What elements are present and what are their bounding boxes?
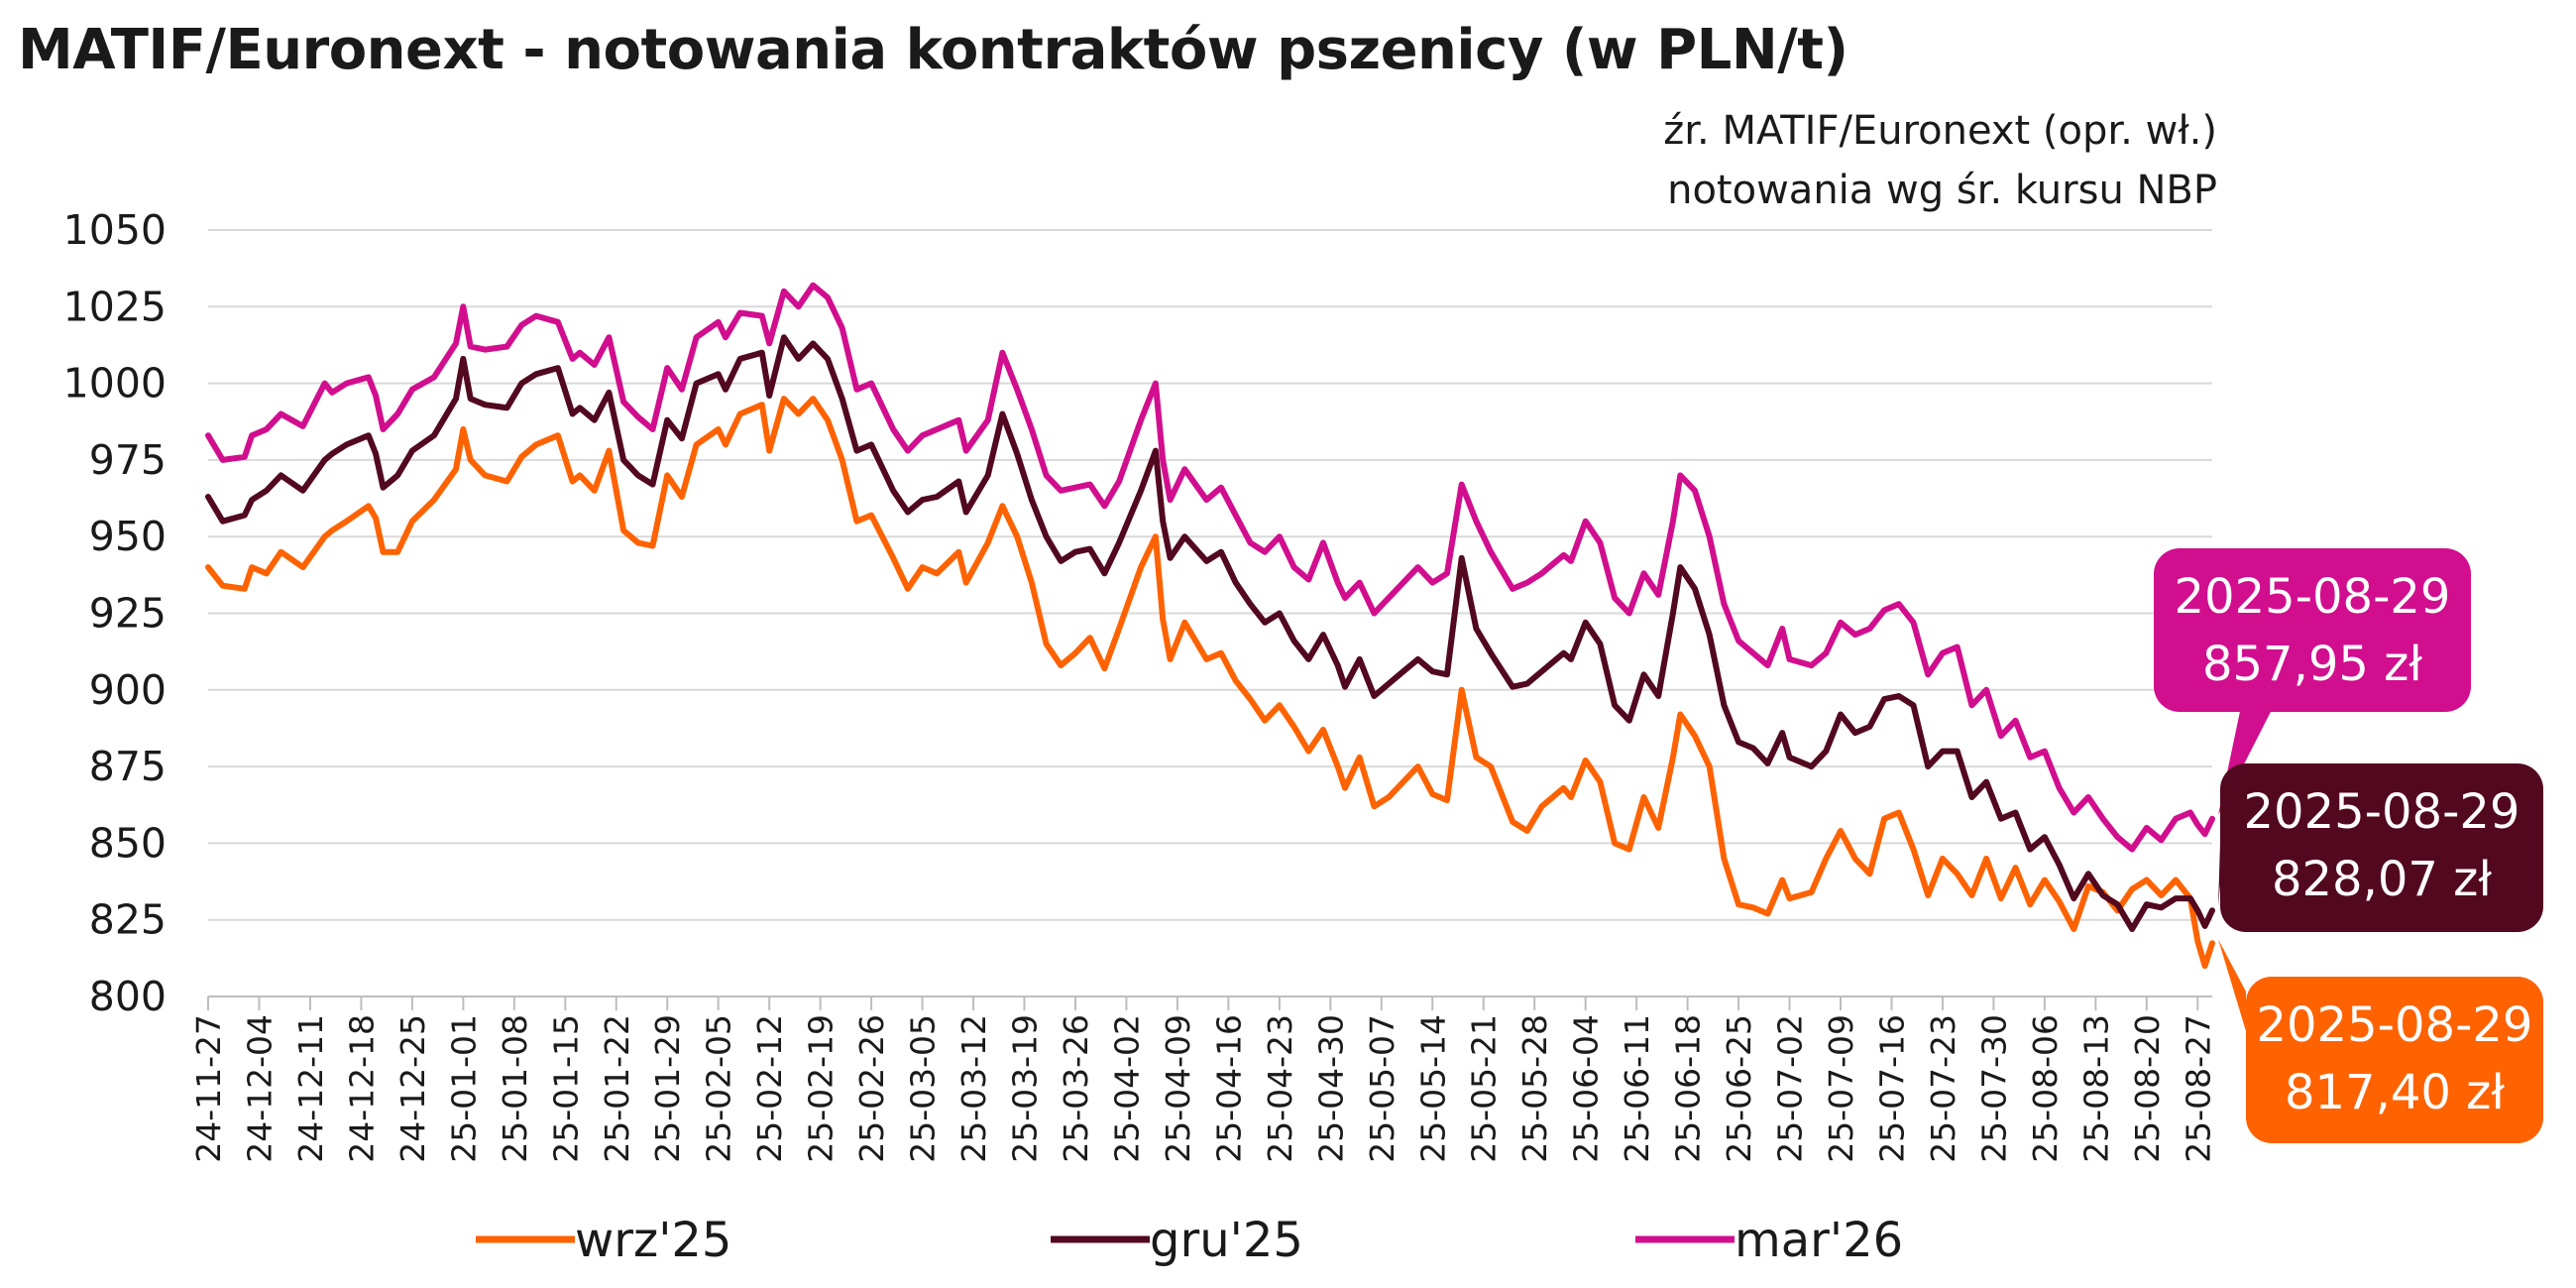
- callout-date: 2025-08-29: [2175, 569, 2451, 625]
- callout-value: 857,95 zł: [2202, 637, 2422, 692]
- x-tick-label: 25-04-02: [1107, 1014, 1146, 1163]
- source-note: źr. MATIF/Euronext (opr. wł.) notowania …: [1663, 101, 2217, 220]
- x-tick-label: 25-07-09: [1822, 1014, 1860, 1163]
- x-tick-label: 24-12-18: [342, 1014, 381, 1163]
- y-tick-label: 925: [89, 590, 167, 638]
- y-tick-label: 800: [89, 973, 167, 1020]
- x-tick-label: 25-01-29: [648, 1014, 687, 1163]
- x-tick-label: 24-12-11: [291, 1014, 330, 1163]
- legend-label: wrz'25: [575, 1213, 731, 1268]
- y-tick-label: 1050: [63, 206, 167, 254]
- series-line-gru25: [205, 334, 2215, 932]
- series-line-wrz25: [205, 396, 2215, 970]
- y-tick-label: 1000: [63, 360, 167, 408]
- y-tick-label: 900: [89, 666, 167, 714]
- x-tick-label: 25-05-07: [1363, 1014, 1401, 1163]
- x-tick-label: 25-02-19: [802, 1014, 840, 1163]
- x-tick-label: 25-01-08: [496, 1014, 534, 1163]
- callout-date: 2025-08-29: [2257, 997, 2533, 1053]
- chart-title: MATIF/Euronext - notowania kontraktów ps…: [18, 18, 1848, 82]
- x-tick-label: 25-08-27: [2179, 1014, 2217, 1163]
- x-tick-label: 25-02-12: [750, 1014, 789, 1163]
- x-tick-label: 25-01-15: [546, 1014, 585, 1163]
- x-tick-label: 25-05-21: [1465, 1014, 1504, 1163]
- x-tick-label: 25-07-02: [1771, 1014, 1810, 1163]
- x-tick-label: 24-11-27: [189, 1014, 228, 1163]
- source-line-1: źr. MATIF/Euronext (opr. wł.): [1663, 108, 2217, 154]
- x-tick-label: 25-04-30: [1311, 1014, 1350, 1163]
- x-tick-label: 25-06-04: [1567, 1014, 1606, 1163]
- y-tick-label: 825: [89, 896, 167, 944]
- callout-value: 817,40 zł: [2285, 1065, 2505, 1120]
- callout-date: 2025-08-29: [2244, 784, 2520, 840]
- x-tick-label: 25-03-26: [1057, 1014, 1095, 1163]
- callout-mar26: 2025-08-29 857,95 zł: [2154, 548, 2471, 815]
- callout-pointer: [2218, 843, 2220, 907]
- x-tick-label: 25-02-26: [852, 1014, 891, 1163]
- legend-label: gru'25: [1150, 1213, 1303, 1268]
- x-tick-label: 25-08-06: [2026, 1014, 2065, 1163]
- x-tick-label: 25-08-13: [2076, 1014, 2115, 1163]
- x-tick-label: 25-08-20: [2128, 1014, 2167, 1163]
- x-tick-label: 25-03-19: [1006, 1014, 1045, 1163]
- x-tick-label: 24-12-04: [240, 1014, 279, 1163]
- x-tick-label: 25-01-22: [598, 1014, 636, 1163]
- x-tick-label: 25-01-01: [444, 1014, 483, 1163]
- x-tick-label: 25-03-05: [904, 1014, 943, 1163]
- x-tick-label: 25-04-16: [1209, 1014, 1248, 1163]
- callout-value: 828,07 zł: [2272, 852, 2492, 907]
- x-tick-label: 24-12-25: [393, 1014, 432, 1163]
- y-tick-label: 850: [89, 819, 167, 867]
- callout-box: [2220, 763, 2543, 932]
- y-tick-label: 975: [89, 436, 167, 484]
- callout-box: [2154, 548, 2471, 712]
- x-tick-label: 25-05-28: [1515, 1014, 1554, 1163]
- y-tick-label: 1025: [63, 283, 167, 330]
- x-tick-label: 25-05-14: [1413, 1014, 1452, 1163]
- x-tick-label: 25-04-09: [1159, 1014, 1197, 1163]
- callout-pointer: [2218, 939, 2246, 1031]
- source-line-2: notowania wg śr. kursu NBP: [1667, 168, 2217, 213]
- x-tick-label: 25-06-18: [1669, 1014, 1708, 1163]
- x-tick-label: 25-06-11: [1618, 1014, 1656, 1163]
- legend-label: mar'26: [1735, 1213, 1903, 1268]
- x-tick-label: 25-07-23: [1924, 1014, 1962, 1163]
- x-tick-label: 25-03-12: [954, 1014, 993, 1163]
- callout-wrz25: 2025-08-29 817,40 zł: [2218, 939, 2543, 1143]
- y-tick-label: 950: [89, 513, 167, 560]
- x-tick-label: 25-02-05: [700, 1014, 738, 1163]
- callout-gru25: 2025-08-29 828,07 zł: [2218, 763, 2543, 932]
- x-tick-label: 25-04-23: [1261, 1014, 1299, 1163]
- x-tick-label: 25-07-30: [1974, 1014, 2013, 1163]
- x-tick-label: 25-06-25: [1720, 1014, 1758, 1163]
- x-tick-label: 25-07-16: [1872, 1014, 1911, 1163]
- series-line-mar26: [205, 282, 2215, 853]
- callout-box: [2246, 977, 2543, 1143]
- y-tick-label: 875: [89, 743, 167, 790]
